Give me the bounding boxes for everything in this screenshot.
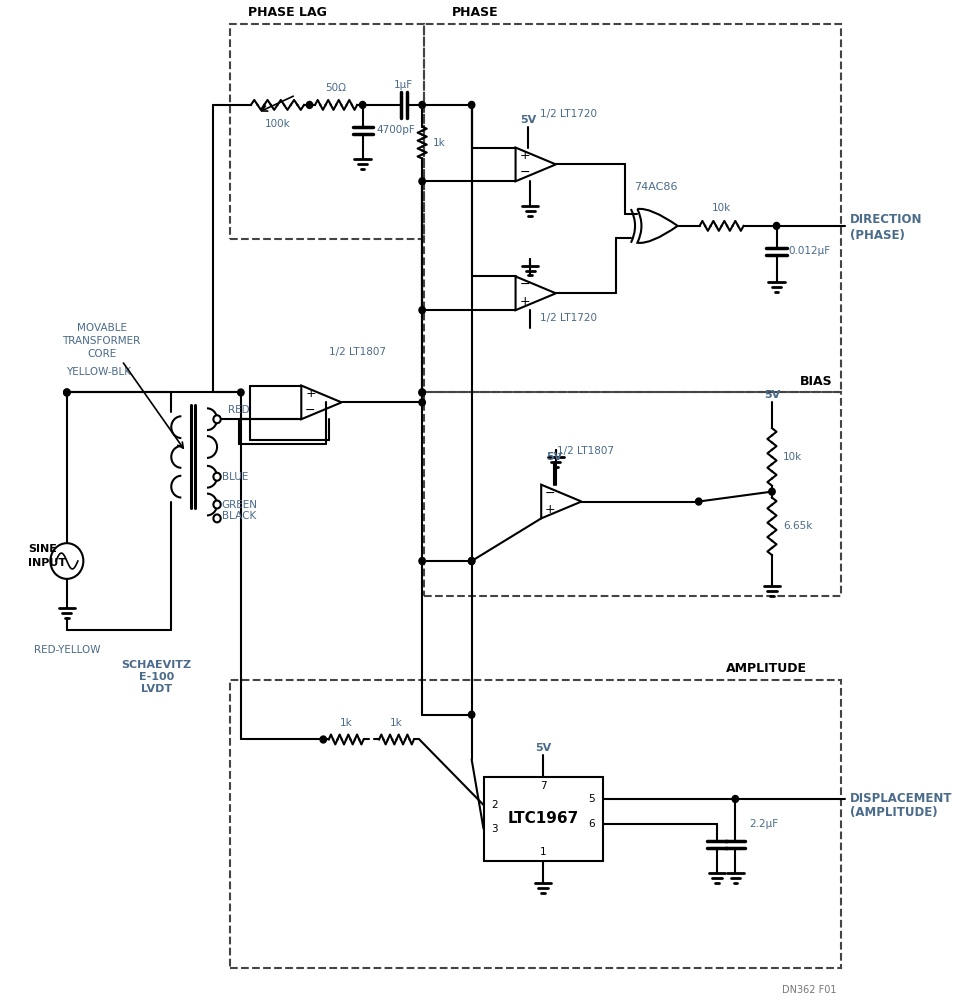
Text: 1/2 LT1807: 1/2 LT1807: [328, 347, 386, 357]
Text: 2.2μF: 2.2μF: [749, 818, 779, 829]
Circle shape: [468, 557, 475, 564]
Text: 1k: 1k: [433, 138, 445, 147]
Text: YELLOW-BLK: YELLOW-BLK: [66, 367, 132, 377]
Circle shape: [320, 736, 326, 743]
Text: DIRECTION: DIRECTION: [850, 214, 923, 227]
Circle shape: [419, 389, 425, 396]
Bar: [229, 23, 424, 239]
Circle shape: [63, 389, 70, 396]
Text: 74AC86: 74AC86: [634, 182, 678, 193]
Text: −: −: [519, 166, 530, 179]
Text: 4700pF: 4700pF: [376, 125, 415, 135]
Circle shape: [468, 557, 475, 564]
Text: +: +: [305, 387, 316, 400]
Text: 100k: 100k: [265, 119, 290, 129]
Text: PHASE LAG: PHASE LAG: [249, 6, 327, 19]
Text: 5V: 5V: [520, 115, 537, 125]
Text: 0.012μF: 0.012μF: [788, 246, 830, 256]
Text: CORE: CORE: [87, 349, 116, 359]
Text: 1/2 LT1807: 1/2 LT1807: [557, 446, 613, 456]
Circle shape: [213, 514, 221, 522]
Text: MOVABLE: MOVABLE: [77, 323, 127, 333]
Circle shape: [419, 306, 425, 313]
Circle shape: [306, 102, 313, 109]
Text: −: −: [545, 487, 556, 500]
Circle shape: [238, 389, 244, 396]
Circle shape: [769, 488, 775, 495]
Circle shape: [419, 399, 425, 406]
Text: (PHASE): (PHASE): [850, 229, 904, 242]
Circle shape: [774, 223, 780, 230]
Text: +: +: [519, 295, 530, 308]
Text: 7: 7: [540, 780, 546, 790]
Bar: [229, 680, 841, 968]
Text: +: +: [519, 149, 530, 162]
Text: 5: 5: [588, 794, 595, 804]
Text: INPUT: INPUT: [29, 558, 66, 568]
Circle shape: [419, 389, 425, 396]
Circle shape: [419, 102, 425, 109]
Text: 1μF: 1μF: [395, 80, 414, 90]
Text: 1k: 1k: [390, 718, 403, 728]
Text: 10k: 10k: [783, 452, 803, 462]
Text: RED-YELLOW: RED-YELLOW: [34, 645, 100, 655]
Circle shape: [695, 498, 702, 505]
Bar: [424, 23, 841, 392]
Text: BIAS: BIAS: [800, 375, 832, 387]
Text: PHASE: PHASE: [451, 6, 498, 19]
Text: 1/2 LT1720: 1/2 LT1720: [540, 313, 597, 324]
Text: 5V: 5V: [535, 743, 551, 753]
Bar: [424, 392, 841, 596]
Text: 6.65k: 6.65k: [783, 521, 812, 531]
Text: SINE: SINE: [29, 544, 58, 554]
Text: 3: 3: [491, 824, 497, 834]
Text: E-100: E-100: [139, 672, 174, 682]
Text: 1/2 LT1720: 1/2 LT1720: [540, 109, 597, 119]
Circle shape: [359, 102, 366, 109]
Text: 10k: 10k: [712, 203, 732, 213]
Text: TRANSFORMER: TRANSFORMER: [62, 336, 141, 346]
Text: DISPLACEMENT: DISPLACEMENT: [850, 792, 952, 805]
Text: LVDT: LVDT: [141, 684, 172, 694]
Text: (AMPLITUDE): (AMPLITUDE): [850, 806, 937, 820]
Circle shape: [63, 389, 70, 396]
Text: BLACK: BLACK: [222, 511, 256, 521]
Text: 2: 2: [491, 800, 497, 810]
Text: GREEN: GREEN: [222, 500, 257, 509]
Bar: [484, 777, 603, 861]
Text: LTC1967: LTC1967: [508, 811, 579, 827]
Text: −: −: [305, 404, 316, 417]
Text: 6: 6: [588, 818, 595, 829]
Text: SCHAEVITZ: SCHAEVITZ: [122, 660, 192, 670]
Text: −: −: [519, 278, 530, 291]
Circle shape: [213, 415, 221, 423]
Circle shape: [213, 501, 221, 508]
Text: +: +: [545, 503, 556, 516]
Text: 1: 1: [540, 847, 546, 857]
Text: 1k: 1k: [340, 718, 352, 728]
Circle shape: [468, 712, 475, 718]
Circle shape: [419, 557, 425, 564]
Text: 50Ω: 50Ω: [325, 83, 347, 93]
Text: RED: RED: [228, 405, 250, 415]
Text: BLUE: BLUE: [222, 472, 248, 482]
Circle shape: [468, 102, 475, 109]
Text: DN362 F01: DN362 F01: [781, 985, 836, 995]
Circle shape: [419, 177, 425, 184]
Text: 5V: 5V: [546, 452, 563, 462]
Text: 5V: 5V: [764, 390, 780, 400]
Circle shape: [732, 795, 738, 802]
Text: AMPLITUDE: AMPLITUDE: [726, 662, 807, 675]
Circle shape: [213, 473, 221, 481]
